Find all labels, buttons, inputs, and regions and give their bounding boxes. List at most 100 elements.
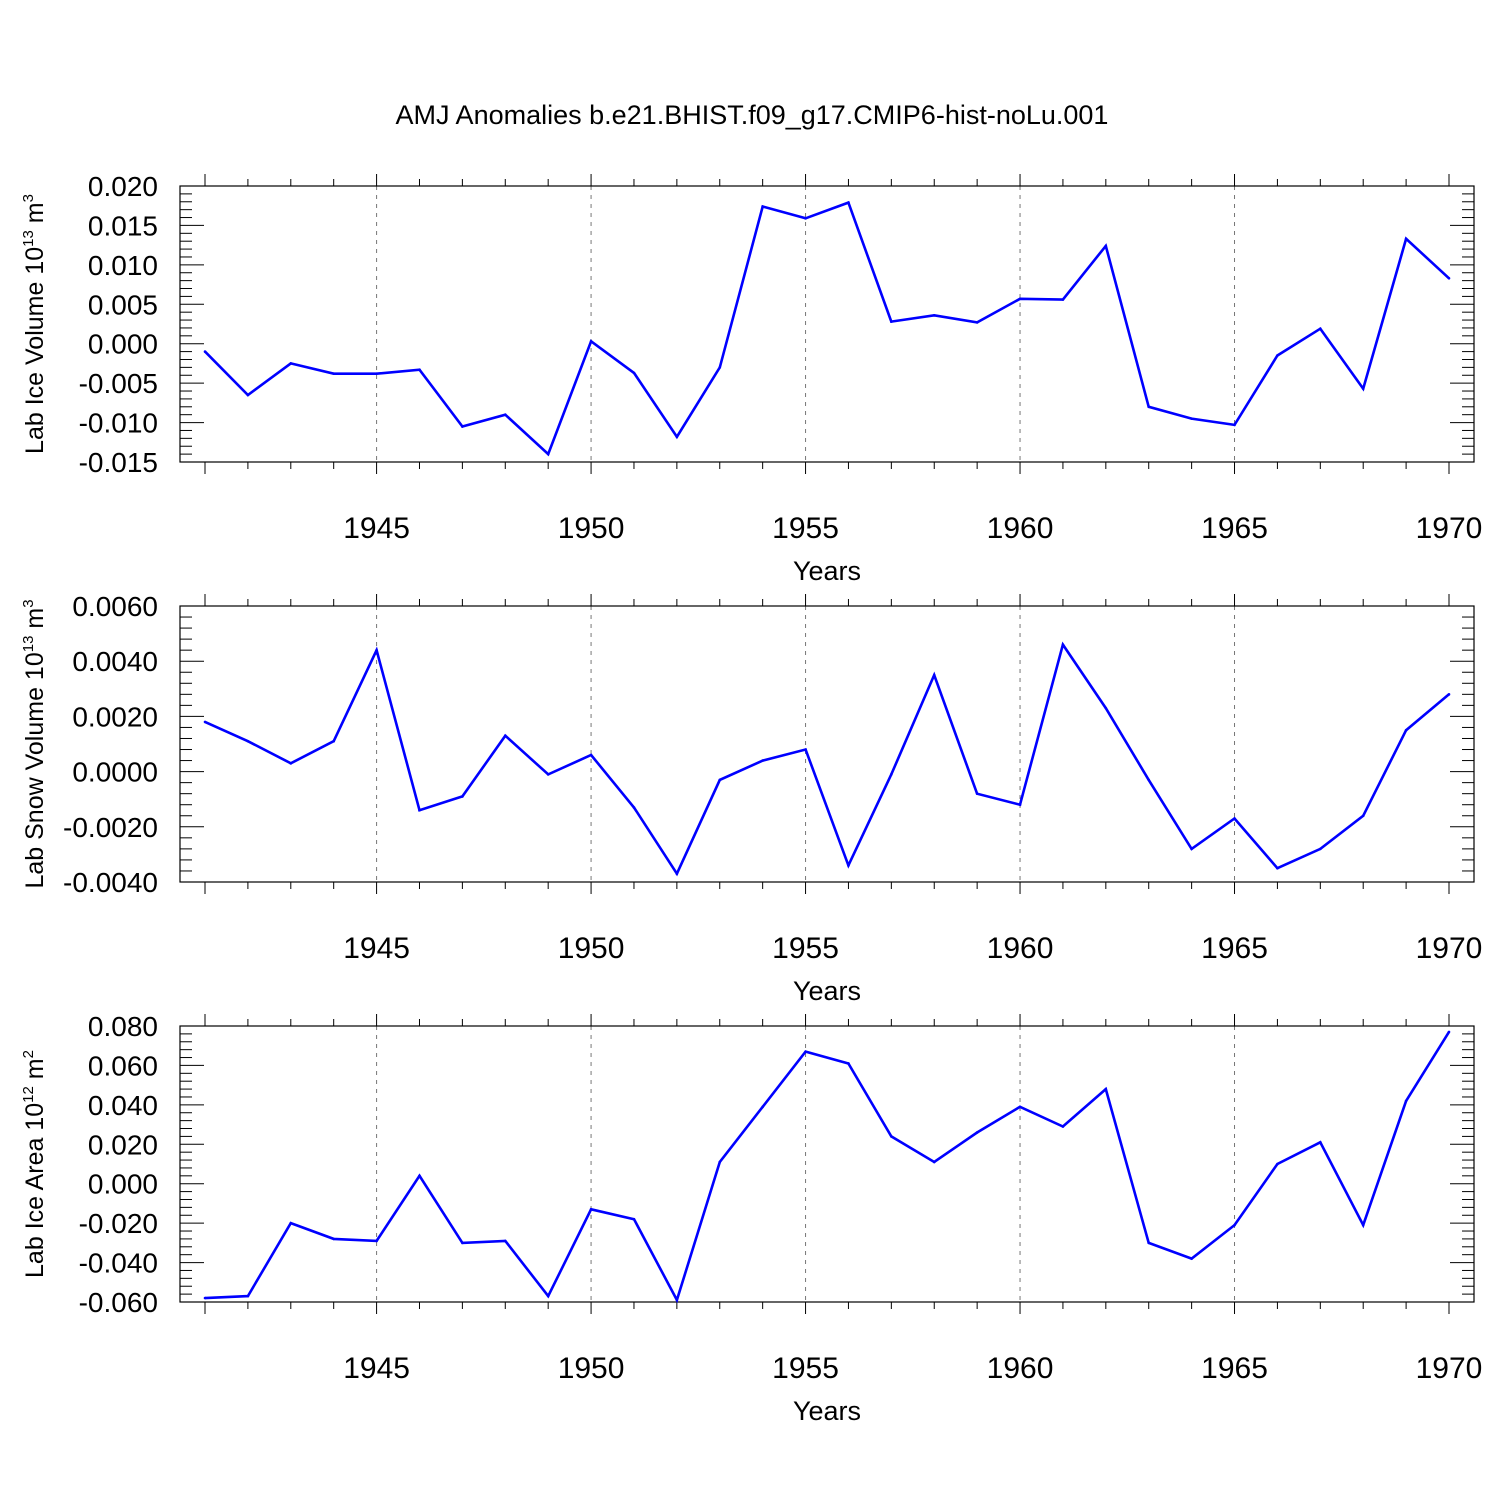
y-tick-label: -0.010 <box>79 408 158 439</box>
data-point <box>503 734 507 738</box>
y-tick-label: -0.020 <box>79 1208 158 1239</box>
data-point <box>1190 1257 1193 1260</box>
data-point <box>975 1131 979 1134</box>
data-point <box>718 1160 722 1164</box>
data-point <box>847 1062 850 1065</box>
x-tick-label: 1945 <box>343 932 410 965</box>
x-axis-label: Years <box>793 1396 861 1426</box>
data-point <box>289 1221 293 1225</box>
data-point <box>1147 1241 1151 1245</box>
data-point <box>1061 298 1065 301</box>
data-point <box>675 872 679 876</box>
y-axis-label-part: m <box>21 202 49 230</box>
data-point <box>1361 387 1365 390</box>
y-axis-label: Lab Ice Area 1012 m2 <box>20 1050 49 1278</box>
data-point <box>632 371 636 375</box>
data-point <box>1190 417 1193 420</box>
y-tick-label: 0.0000 <box>72 757 158 788</box>
data-point <box>847 864 850 867</box>
data-point <box>1061 643 1065 646</box>
y-tick-label: 0.080 <box>88 1011 158 1042</box>
data-point <box>375 1239 378 1243</box>
x-tick-label: 1970 <box>1416 1352 1483 1385</box>
data-point <box>203 1296 207 1300</box>
panel-2: -0.0040 -0.0020 0.0000 0.0020 0.0040 0.0060 19… <box>20 591 1482 1006</box>
y-axis-label: Lab Snow Volume 1013 m3 <box>20 599 49 888</box>
x-tick-label: 1965 <box>1201 1352 1268 1385</box>
data-point <box>761 205 764 208</box>
x-tick-label: 1965 <box>1201 512 1268 545</box>
y-axis-label-part: m <box>21 608 49 636</box>
y-tick-label: 0.060 <box>88 1050 158 1081</box>
data-point <box>1276 354 1279 357</box>
data-point <box>1276 866 1279 870</box>
data-point <box>246 1294 250 1298</box>
y-tick-label: 0.005 <box>88 289 158 320</box>
data-point <box>975 321 979 324</box>
data-point <box>1361 1223 1365 1227</box>
x-tick-label: 1965 <box>1201 932 1268 965</box>
y-tick-label: -0.060 <box>79 1287 158 1318</box>
data-point <box>289 362 293 365</box>
y-axis-label-part: Lab Ice Area 10 <box>21 1103 49 1278</box>
data-point <box>546 452 550 456</box>
x-tick-label: 1950 <box>558 512 625 545</box>
y-tick-label: -0.0040 <box>63 867 158 898</box>
data-point <box>332 739 335 743</box>
data-point <box>461 425 464 428</box>
data-point <box>890 320 893 323</box>
data-point <box>1018 297 1022 301</box>
x-axis-label: Years <box>793 556 861 586</box>
y-tick-label: -0.015 <box>79 447 158 478</box>
y-axis-label-part: Lab Snow Volume 10 <box>21 652 49 888</box>
data-point <box>847 201 850 204</box>
data-point <box>203 720 207 724</box>
data-point <box>1404 237 1408 241</box>
series-line-lab-ice-area <box>204 1031 1451 1304</box>
data-point <box>932 673 936 677</box>
plot-frame <box>179 185 1475 463</box>
data-point <box>1018 803 1022 807</box>
data-point <box>1104 244 1108 248</box>
data-point <box>1104 706 1108 710</box>
y-tick-label: 0.040 <box>88 1090 158 1121</box>
data-point <box>589 1208 593 1211</box>
data-point <box>1190 847 1193 851</box>
data-point <box>718 778 722 782</box>
x-tick-label: 1955 <box>772 932 839 965</box>
y-tick-label: 0.020 <box>88 171 158 202</box>
x-tick-label: 1945 <box>343 1352 410 1385</box>
data-point <box>804 217 807 220</box>
data-point <box>1404 728 1408 732</box>
data-point <box>1319 847 1322 851</box>
data-point <box>1104 1087 1108 1091</box>
data-point <box>1276 1162 1279 1166</box>
x-tick-label: 1970 <box>1416 512 1483 545</box>
data-point <box>761 1105 764 1109</box>
data-point <box>1061 1125 1065 1128</box>
data-point <box>675 435 679 439</box>
y-tick-label: 0.000 <box>88 329 158 360</box>
y-axis-label-part: 3 <box>20 599 37 607</box>
data-point <box>332 372 335 375</box>
data-point <box>1447 276 1451 280</box>
data-point <box>1233 1223 1236 1227</box>
panels: -0.015 -0.010 -0.005 0.000 0.005 0.010 0.015 0.… <box>20 171 1482 1426</box>
data-point <box>1361 814 1365 818</box>
data-point <box>246 739 250 743</box>
data-point <box>246 393 250 397</box>
panel-1: -0.015 -0.010 -0.005 0.000 0.005 0.010 0.015 0.… <box>20 171 1482 586</box>
y-axis-label-part: 12 <box>20 1086 37 1103</box>
y-tick-label: 0.020 <box>88 1129 158 1160</box>
x-tick-label: 1950 <box>558 1352 625 1385</box>
x-tick-label: 1945 <box>343 512 410 545</box>
y-tick-label: 0.0060 <box>72 591 158 622</box>
y-axis-label-part: 3 <box>20 194 37 202</box>
data-point <box>375 648 378 652</box>
data-point <box>1018 1105 1022 1109</box>
data-point <box>718 366 722 369</box>
x-tick-label: 1960 <box>987 932 1054 965</box>
data-point <box>1233 423 1236 427</box>
x-tick-label: 1960 <box>987 1352 1054 1385</box>
y-tick-label: -0.005 <box>79 368 158 399</box>
